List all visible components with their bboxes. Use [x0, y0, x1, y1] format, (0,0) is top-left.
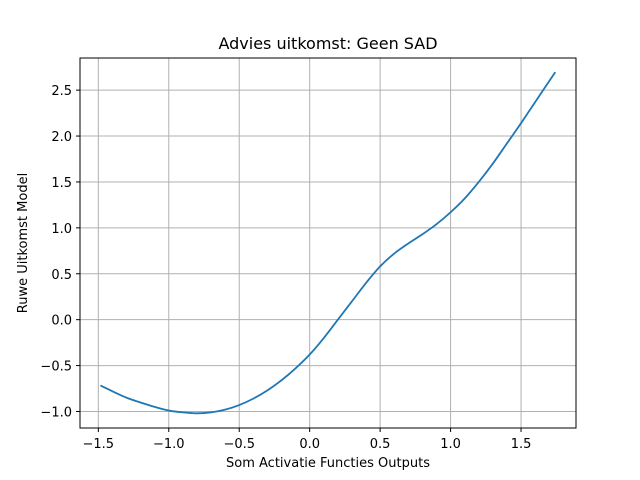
y-tick-label: 1.5 — [51, 176, 72, 191]
y-tick-label: 2.0 — [51, 130, 72, 145]
series-line — [100, 71, 556, 415]
x-tick-label: −0.5 — [223, 437, 255, 452]
ticks: −1.5 −1.0 −0.5 0.0 0.5 1.0 1.5 −1.0 −0.5 0.0 0.5 1.… — [40, 84, 531, 452]
x-tick-label: −1.0 — [153, 437, 185, 452]
x-tick-label: 1.5 — [511, 437, 532, 452]
y-tick-label: 2.5 — [51, 84, 72, 99]
x-tick-label: 0.5 — [370, 437, 391, 452]
y-tick-label: −1.0 — [40, 405, 72, 420]
series-layer — [100, 71, 556, 415]
y-tick-label: −0.5 — [40, 360, 72, 375]
y-tick-label: 1.0 — [51, 222, 72, 237]
axes-frame — [79, 57, 577, 429]
chart-title: Advies uitkomst: Geen SAD — [218, 34, 437, 53]
grid — [80, 58, 576, 428]
x-tick-label: 1.0 — [440, 437, 461, 452]
x-tick-label: −1.5 — [83, 437, 115, 452]
x-axis-label: Som Activatie Functies Outputs — [226, 456, 430, 471]
y-tick-label: 0.0 — [51, 314, 72, 329]
x-tick-label: 0.0 — [299, 437, 320, 452]
y-axis-label: Ruwe Uitkomst Model — [16, 173, 31, 313]
y-tick-label: 0.5 — [51, 268, 72, 283]
